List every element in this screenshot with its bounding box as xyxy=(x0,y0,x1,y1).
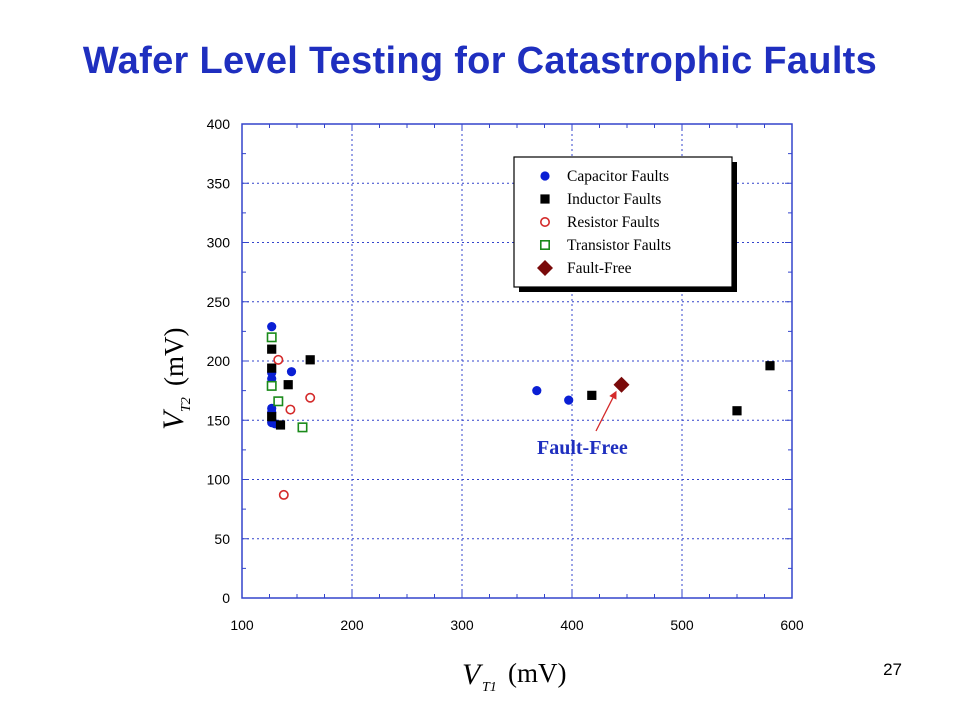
y-tick-label: 200 xyxy=(207,353,231,369)
y-axis-tick-labels: 0 50 100 150 200 250 300 350 400 xyxy=(207,116,231,606)
inductor-faults-point xyxy=(267,344,277,354)
legend-marker xyxy=(537,260,553,276)
legend-marker xyxy=(539,240,550,251)
transistor-faults-point xyxy=(297,422,308,433)
legend-entry: Capacitor Faults xyxy=(567,168,669,185)
legend-marker xyxy=(539,217,550,228)
x-tick-label: 100 xyxy=(230,617,254,633)
axis-ticks xyxy=(241,123,793,599)
legend-entry: Inductor Faults xyxy=(567,191,661,208)
resistor-faults-point xyxy=(285,404,296,415)
legend-entry: Fault-Free xyxy=(567,260,632,277)
inductor-faults-point xyxy=(275,420,286,430)
y-tick-label: 50 xyxy=(214,531,230,547)
legend-entry: Resistor Faults xyxy=(567,214,660,231)
legend-entry: Transistor Faults xyxy=(567,237,671,254)
legend: Capacitor Faults Inductor Faults Resistor … xyxy=(513,156,733,288)
y-tick-label: 150 xyxy=(207,412,231,428)
resistor-faults-point xyxy=(278,489,289,500)
y-tick-label: 400 xyxy=(207,116,231,132)
capacitor-faults-point xyxy=(532,386,542,396)
resistor-faults-point xyxy=(273,354,284,365)
x-tick-label: 500 xyxy=(670,617,694,633)
inductor-faults-point xyxy=(732,406,742,416)
x-axis-subscript: T1 xyxy=(482,680,497,695)
data-points xyxy=(266,322,775,500)
x-axis-unit: (mV) xyxy=(508,658,566,688)
resistor-faults-point xyxy=(305,392,316,403)
y-tick-label: 100 xyxy=(207,472,231,488)
inductor-faults-point xyxy=(587,390,597,400)
inductor-faults-point xyxy=(267,363,277,373)
fault-free-annotation: Fault-Free xyxy=(537,390,628,459)
x-tick-label: 300 xyxy=(450,617,474,633)
y-axis-subscript: T2 xyxy=(179,397,194,412)
page-number: 27 xyxy=(883,660,902,679)
annotation-arrowhead xyxy=(609,390,617,400)
transistor-faults-point xyxy=(266,332,277,343)
y-tick-label: 300 xyxy=(207,235,231,251)
y-tick-label: 250 xyxy=(207,294,231,310)
x-axis-tick-labels: 100 200 300 400 500 600 xyxy=(230,617,804,633)
y-tick-label: 0 xyxy=(222,590,230,606)
fault-free-point xyxy=(613,376,630,393)
x-tick-label: 600 xyxy=(780,617,804,633)
legend-marker xyxy=(540,171,550,181)
transistor-faults-point xyxy=(266,380,277,391)
capacitor-faults-point xyxy=(286,367,297,377)
inductor-faults-point xyxy=(765,361,775,371)
y-axis-unit: (mV) xyxy=(159,328,189,386)
inductor-faults-point xyxy=(283,380,293,390)
inductor-faults-point xyxy=(305,355,315,365)
annotation-label: Fault-Free xyxy=(537,437,628,459)
transistor-faults-point xyxy=(273,396,284,407)
x-axis-symbol: V xyxy=(462,658,484,691)
y-tick-label: 350 xyxy=(207,175,231,191)
x-axis-title: V T1 (mV) xyxy=(462,658,566,695)
capacitor-faults-point xyxy=(564,395,574,405)
inductor-faults-point xyxy=(267,412,277,422)
x-tick-label: 200 xyxy=(340,617,364,633)
annotation-arrow xyxy=(595,397,614,432)
slide-title: Wafer Level Testing for Catastrophic Fau… xyxy=(82,40,878,82)
legend-marker xyxy=(540,194,550,204)
y-axis-title: V T2 (mV) xyxy=(157,328,194,430)
capacitor-faults-point xyxy=(267,322,277,332)
y-axis-symbol: V xyxy=(157,408,190,430)
x-tick-label: 400 xyxy=(560,617,584,633)
